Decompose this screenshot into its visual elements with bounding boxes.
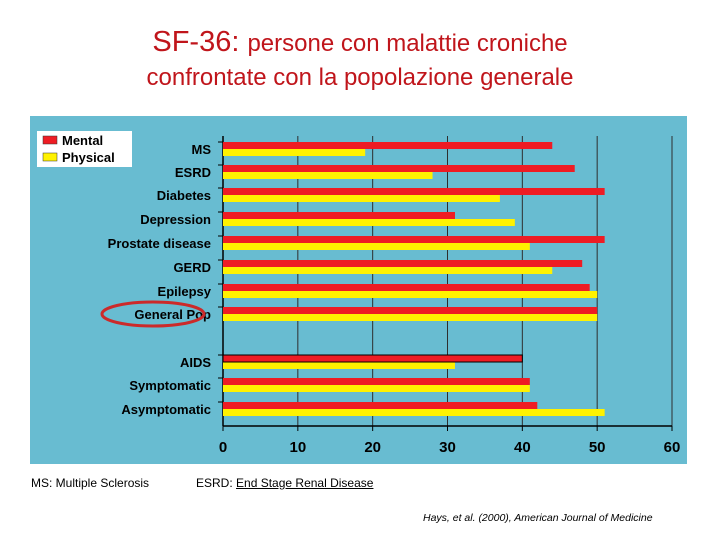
bar-physical <box>223 409 605 416</box>
footnote-ms: MS: Multiple Sclerosis <box>31 476 150 490</box>
category-label: Symptomatic <box>129 378 211 393</box>
category-label: Prostate disease <box>108 236 211 251</box>
title-prefix: SF-36: <box>152 26 240 58</box>
category-label: General Pop <box>134 307 211 322</box>
bar-mental <box>223 355 523 362</box>
x-tick-label: 0 <box>219 439 227 456</box>
category-label: GERD <box>173 260 211 275</box>
bar-mental <box>223 188 605 195</box>
bar-outline-aids <box>222 354 523 363</box>
legend-swatch-physical <box>42 152 58 162</box>
category-label: AIDS <box>180 355 211 370</box>
category-label: Depression <box>140 212 211 227</box>
footnote-esrd: ESRD: End Stage Renal Disease <box>196 476 373 490</box>
legend-label-mental: Mental <box>62 133 103 148</box>
bar-physical <box>223 291 598 298</box>
bar-mental <box>223 212 455 219</box>
bar-physical <box>223 219 515 226</box>
x-tick-label: 30 <box>439 439 456 456</box>
bar-physical <box>223 267 553 274</box>
category-label: Asymptomatic <box>121 402 211 417</box>
x-tick-label: 50 <box>589 439 606 456</box>
x-tick-label: 60 <box>664 439 681 456</box>
bar-physical <box>223 243 530 250</box>
bar-mental <box>223 307 598 314</box>
citation: Hays, et al. (2000), American Journal of… <box>423 512 653 524</box>
bar-physical <box>223 195 500 202</box>
category-label: MS <box>192 142 212 157</box>
highlight-ellipse-general-pop <box>100 300 206 328</box>
legend-swatch-mental <box>42 135 58 145</box>
bar-physical <box>223 172 433 179</box>
bar-physical <box>223 385 530 392</box>
bar-physical <box>223 149 366 156</box>
bar-mental <box>223 260 583 267</box>
page-title-line2: confrontate con la popolazione generale <box>146 64 574 91</box>
bar-physical <box>223 362 455 369</box>
bar-mental <box>223 165 575 172</box>
footnote-esrd-full: End Stage Renal Disease <box>236 476 374 490</box>
x-tick-label: 20 <box>364 439 381 456</box>
footnote-esrd-prefix: ESRD: <box>196 476 233 490</box>
bar-mental <box>223 284 590 291</box>
x-tick-label: 10 <box>289 439 306 456</box>
bar-mental <box>223 402 538 409</box>
bar-mental <box>223 236 605 243</box>
bar-mental <box>223 378 530 385</box>
legend-label-physical: Physical <box>62 150 115 165</box>
category-label: Epilepsy <box>158 284 212 299</box>
title-line1-rest: persone con malattie croniche <box>247 30 568 57</box>
bar-mental <box>223 142 553 149</box>
category-label: ESRD <box>175 165 211 180</box>
category-label: Diabetes <box>157 188 211 203</box>
bar-chart: MS ESRD Diabetes Depression Prostate disease… <box>30 116 687 464</box>
bar-physical <box>223 314 598 321</box>
x-tick-label: 40 <box>514 439 531 456</box>
page-title-line1: SF-36: persone con malattie croniche <box>0 26 720 59</box>
